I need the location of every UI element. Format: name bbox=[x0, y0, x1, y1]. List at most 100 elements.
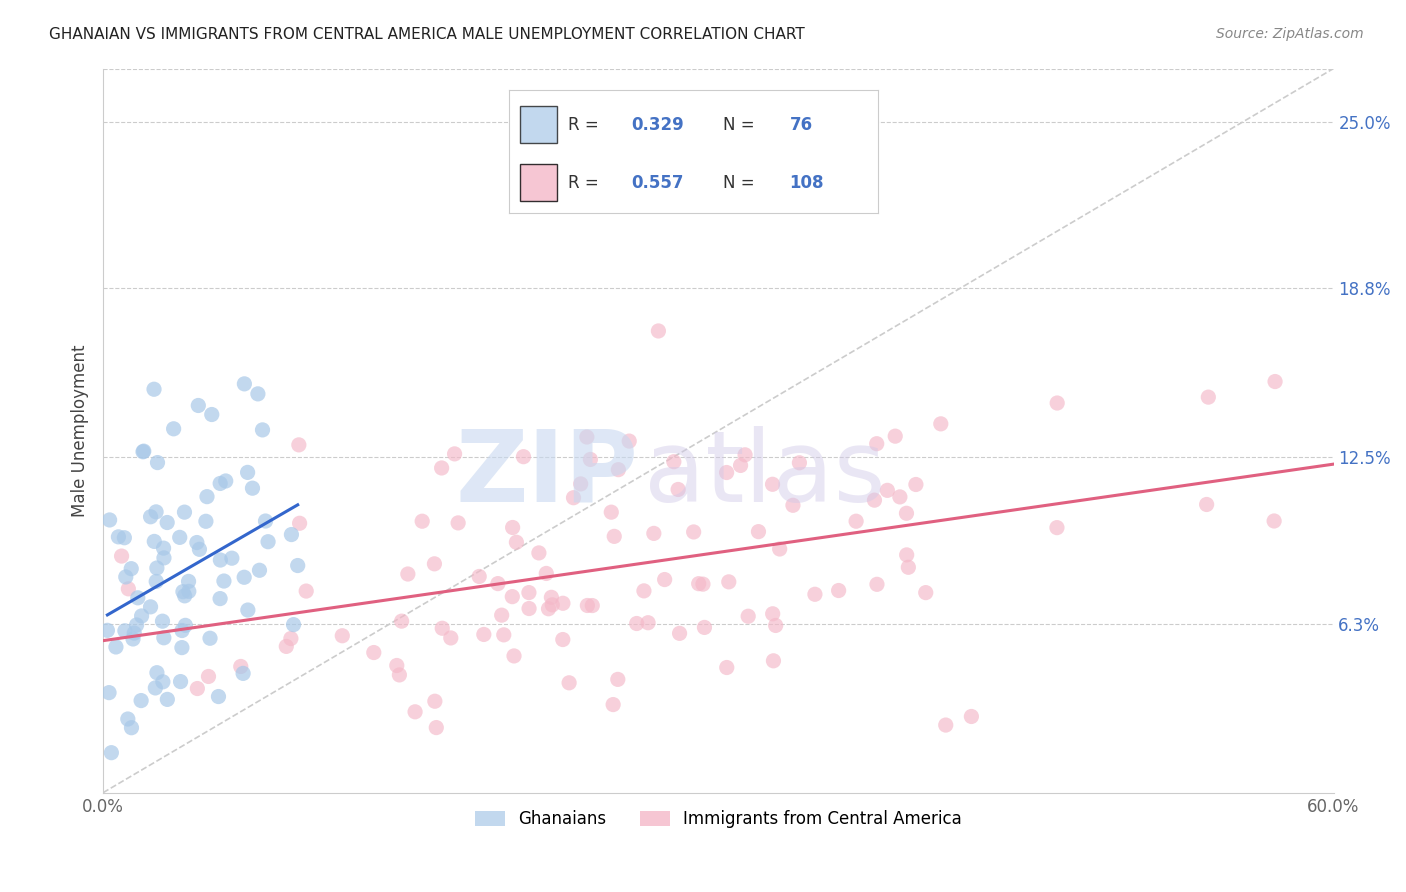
Point bbox=[600, 505, 623, 519]
Text: GHANAIAN VS IMMIGRANTS FROM CENTRAL AMERICA MALE UNEMPLOYMENT CORRELATION CHART: GHANAIAN VS IMMIGRANTS FROM CENTRAL AMER… bbox=[49, 27, 806, 42]
Point bbox=[276, 640, 298, 654]
Point bbox=[120, 562, 142, 576]
Point bbox=[132, 444, 155, 458]
Point bbox=[287, 558, 309, 573]
Point bbox=[114, 624, 136, 638]
Point bbox=[122, 626, 145, 640]
Point bbox=[1046, 521, 1069, 535]
Point bbox=[162, 422, 184, 436]
Point bbox=[737, 609, 759, 624]
Point bbox=[527, 546, 550, 560]
Point bbox=[558, 675, 581, 690]
Point bbox=[156, 516, 179, 530]
Point bbox=[717, 574, 740, 589]
Point bbox=[430, 461, 453, 475]
Point bbox=[804, 587, 827, 601]
Point bbox=[153, 631, 176, 645]
Point bbox=[423, 694, 446, 708]
Point bbox=[896, 548, 918, 562]
Point bbox=[633, 583, 655, 598]
Point bbox=[221, 551, 243, 566]
Point bbox=[170, 624, 193, 638]
Point bbox=[170, 640, 193, 655]
Point bbox=[716, 466, 738, 480]
Point bbox=[486, 576, 509, 591]
Point bbox=[866, 436, 889, 450]
Point bbox=[643, 526, 665, 541]
Point bbox=[172, 584, 194, 599]
Point bbox=[254, 514, 277, 528]
Point bbox=[889, 490, 911, 504]
Point bbox=[280, 632, 302, 646]
Point bbox=[139, 509, 162, 524]
Point bbox=[896, 506, 918, 520]
Point bbox=[145, 505, 167, 519]
Point bbox=[177, 584, 200, 599]
Point bbox=[186, 535, 208, 549]
Point bbox=[1046, 396, 1069, 410]
Point bbox=[288, 438, 311, 452]
Point bbox=[647, 324, 669, 338]
Point bbox=[232, 666, 254, 681]
Point bbox=[156, 692, 179, 706]
Point bbox=[330, 629, 353, 643]
Point bbox=[666, 483, 689, 497]
Point bbox=[129, 693, 152, 707]
Point bbox=[194, 514, 217, 528]
Point bbox=[143, 681, 166, 695]
Point bbox=[537, 601, 560, 615]
Point bbox=[153, 550, 176, 565]
Point bbox=[152, 541, 174, 555]
Text: Source: ZipAtlas.com: Source: ZipAtlas.com bbox=[1216, 27, 1364, 41]
Point bbox=[904, 477, 927, 491]
Point bbox=[765, 618, 787, 632]
Point bbox=[146, 665, 169, 680]
Point bbox=[551, 632, 574, 647]
Point bbox=[125, 618, 148, 632]
Point bbox=[209, 591, 232, 606]
Point bbox=[693, 620, 716, 634]
Point bbox=[288, 516, 311, 531]
Point bbox=[503, 648, 526, 663]
Point bbox=[215, 474, 238, 488]
Point bbox=[827, 583, 849, 598]
Point bbox=[1263, 514, 1285, 528]
Text: ZIP: ZIP bbox=[456, 425, 638, 523]
Point bbox=[139, 599, 162, 614]
Point bbox=[236, 603, 259, 617]
Point bbox=[682, 524, 704, 539]
Point bbox=[188, 542, 211, 557]
Point bbox=[782, 498, 804, 512]
Point bbox=[540, 591, 562, 605]
Point bbox=[143, 382, 166, 396]
Point bbox=[1195, 498, 1218, 512]
Point bbox=[935, 718, 957, 732]
Point bbox=[581, 599, 603, 613]
Point bbox=[536, 566, 558, 581]
Point bbox=[169, 674, 191, 689]
Point bbox=[602, 698, 624, 712]
Point bbox=[468, 569, 491, 583]
Legend: Ghanaians, Immigrants from Central America: Ghanaians, Immigrants from Central Ameri… bbox=[468, 804, 969, 835]
Point bbox=[127, 591, 149, 605]
Point bbox=[897, 560, 920, 574]
Point bbox=[626, 616, 648, 631]
Point bbox=[569, 476, 592, 491]
Point bbox=[391, 614, 413, 628]
Text: atlas: atlas bbox=[644, 425, 886, 523]
Point bbox=[517, 601, 540, 615]
Point bbox=[249, 563, 271, 577]
Point bbox=[562, 491, 585, 505]
Point bbox=[619, 434, 641, 448]
Point bbox=[747, 524, 769, 539]
Point bbox=[505, 535, 527, 549]
Point bbox=[122, 632, 145, 646]
Point bbox=[209, 553, 232, 567]
Point bbox=[730, 458, 752, 473]
Point bbox=[789, 456, 811, 470]
Point bbox=[100, 746, 122, 760]
Point bbox=[280, 527, 302, 541]
Point bbox=[575, 430, 598, 444]
Y-axis label: Male Unemployment: Male Unemployment bbox=[72, 344, 89, 516]
Point bbox=[404, 705, 426, 719]
